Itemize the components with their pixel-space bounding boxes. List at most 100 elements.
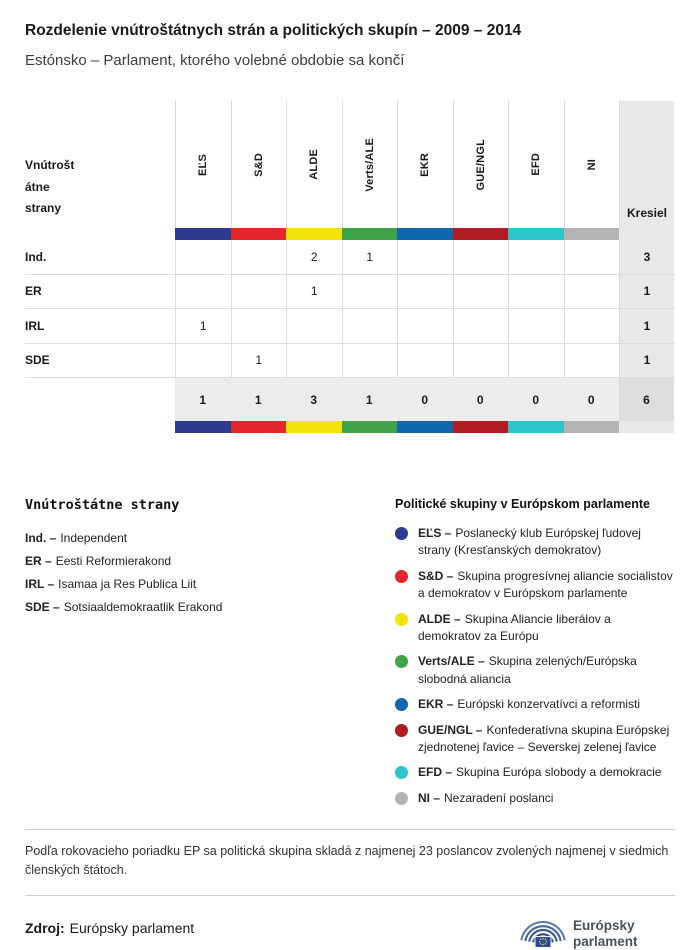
group-color-dot: [395, 612, 408, 626]
party-abbr: SDE –: [25, 600, 60, 614]
table-cell: [563, 309, 620, 343]
color-bar-alde: [286, 228, 342, 240]
column-header-label: S&D: [252, 152, 265, 177]
table-cell: 2: [286, 240, 342, 274]
national-parties-legend: Vnútroštátne strany Ind. – Independent ER…: [25, 497, 395, 815]
color-bar-efd: [508, 421, 564, 433]
page-subtitle: Estónsko – Parlament, ktorého volebné ob…: [25, 52, 405, 69]
table-cell: [397, 240, 453, 274]
column-header-verts-ale: Verts/ALE: [341, 101, 398, 228]
column-header-label: GUE/NGL: [474, 138, 487, 191]
table-cell: [397, 343, 453, 377]
source-value: Európsky parlament: [69, 919, 195, 936]
group-color-dot: [395, 655, 408, 669]
table-cell: [341, 343, 398, 377]
group-abbr: EKR –: [418, 697, 454, 712]
group-abbr: Verts/ALE –: [418, 654, 485, 669]
total-cell: 0: [563, 378, 619, 421]
color-bar-gue-ngl: [452, 421, 508, 433]
party-label: ER: [25, 284, 42, 299]
table-cell: [175, 274, 231, 308]
table-cell: [508, 343, 564, 377]
table-cell: [508, 309, 564, 343]
color-bar-verts-ale: [341, 228, 397, 240]
party-abbr: ER –: [25, 554, 52, 568]
group-name: Skupina Európa slobody a demokracie: [456, 765, 662, 780]
table-cell: 1: [230, 343, 287, 377]
legend-item-sde: SDE – Sotsiaaldemokraatlik Erakond: [25, 600, 365, 614]
table-cell: 1: [341, 240, 398, 274]
logo-arcs: [520, 920, 566, 943]
color-bar-ekr: [397, 421, 453, 433]
legend-item-ekr: EKR – Európski konzervatívci a reformisti: [395, 696, 675, 713]
column-header-sd: S&D: [230, 101, 287, 228]
logo-text-line1: Európsky: [573, 918, 635, 933]
party-name: Eesti Reformierakond: [55, 554, 172, 568]
column-header-ekr: EKR: [397, 101, 453, 228]
table-cell: [563, 240, 620, 274]
table-cell: [230, 240, 287, 274]
group-name: Konfederatívna skupina Európskej zjednot…: [418, 722, 670, 754]
seats-table: Vnútrošt átne strany EĽS S&D ALDE Verts/…: [25, 101, 675, 433]
column-header-alde: ALDE: [286, 101, 342, 228]
group-name: Skupina Aliancie liberálov a demokratov …: [418, 611, 611, 643]
legend-item-ni: NI – Nezaradení poslanci: [395, 790, 675, 807]
party-label: Ind.: [25, 249, 47, 264]
color-bar-ekr: [397, 228, 453, 240]
column-header-label: EKR: [419, 152, 432, 177]
source-row: Zdroj: Európsky parlament: [25, 894, 675, 950]
group-text: Verts/ALE – Skupina zelených/Európska slo…: [418, 653, 675, 688]
column-header-label: Verts/ALE: [363, 137, 376, 192]
group-abbr: EĽS –: [418, 526, 452, 540]
political-groups-legend-title: Politické skupiny v Európskom parlamente: [395, 497, 650, 511]
table-cell: [175, 343, 231, 377]
group-text: EĽS – Poslanecký klub Európskej ľudovej s…: [418, 525, 675, 560]
seats-column-bar-cell: [619, 228, 674, 240]
group-text: EFD – Skupina Európa slobody a demokracie: [418, 764, 661, 781]
group-color-dot: [395, 723, 408, 737]
column-header-label: EFD: [530, 153, 543, 176]
group-abbr: ALDE –: [418, 611, 461, 626]
bar-spacer: [25, 228, 175, 240]
table-row-er: ER 1 1: [25, 274, 675, 309]
table-cell: [230, 309, 287, 343]
column-header-efd: EFD: [508, 101, 564, 228]
color-bar-ni: [563, 421, 619, 433]
legend-item-gue-ngl: GUE/NGL – Konfederatívna skupina Európske…: [395, 722, 675, 757]
table-cell: [452, 240, 509, 274]
column-header-label: NI: [585, 158, 598, 171]
group-text: S&D – Skupina progresívnej aliancie socia…: [418, 568, 675, 603]
table-cell: [175, 240, 231, 274]
group-color-dot: [395, 527, 408, 540]
total-cell: 1: [341, 378, 397, 421]
legend-item-els: EĽS – Poslanecký klub Európskej ľudovej s…: [395, 525, 675, 560]
footnote: Podľa rokovacieho poriadku EP sa politic…: [25, 829, 675, 895]
total-cell: 0: [397, 378, 453, 421]
total-cell: 3: [286, 378, 342, 421]
eu-flag-icon: [534, 935, 552, 948]
legend-item-er: ER – Eesti Reformierakond: [25, 554, 365, 568]
color-bar-sd: [230, 228, 286, 240]
legend-item-sd: S&D – Skupina progresívnej aliancie socia…: [395, 568, 675, 603]
national-parties-legend-title: Vnútroštátne strany: [25, 497, 180, 513]
color-bar-gue-ngl: [452, 228, 508, 240]
group-color-bars-bottom: [25, 421, 675, 433]
table-cell: [397, 274, 453, 308]
group-text: EKR – Európski konzervatívci a reformisti: [418, 696, 640, 713]
group-abbr: NI –: [418, 790, 441, 805]
column-header-gue-ngl: GUE/NGL: [452, 101, 509, 228]
seats-cell: 1: [619, 309, 674, 343]
table-row-ind: Ind. 2 1 3: [25, 240, 675, 275]
group-abbr: S&D –: [418, 568, 454, 583]
table-cell: [286, 343, 342, 377]
total-cell: 1: [175, 378, 231, 421]
column-header-label: ALDE: [308, 149, 321, 180]
color-bar-ni: [563, 228, 619, 240]
legend-item-efd: EFD – Skupina Európa slobody a demokracie: [395, 764, 675, 781]
group-name: Nezaradení poslanci: [444, 790, 554, 805]
group-name: Skupina zelených/Európska slobodná alian…: [418, 654, 637, 686]
table-cell: [508, 274, 564, 308]
total-cell: 1: [230, 378, 286, 421]
bar-spacer: [25, 421, 175, 433]
